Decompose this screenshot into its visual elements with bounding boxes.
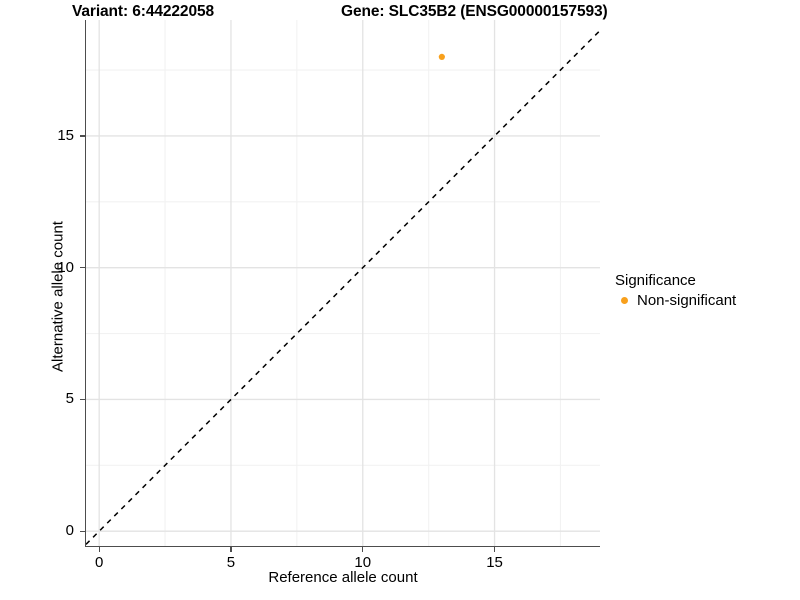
y-axis-line [85,20,87,547]
x-tick-label: 5 [226,554,236,571]
legend-dot [620,297,628,304]
x-tick-mark [493,547,496,552]
x-tick-mark [230,547,232,552]
gene-title: Gene: SLC35B2 (ENSG00000157593) [341,3,608,20]
y-tick-mark [80,530,85,532]
x-axis-line [86,546,600,548]
variant-title: Variant: 6:44222058 [72,3,215,20]
x-tick-label: 10 [354,554,372,571]
legend-item-label: Non-significant [637,292,737,309]
y-tick-label: 5 [65,390,74,408]
identity-reference-line [86,30,600,545]
plot-canvas [86,20,600,547]
plot-panel [86,20,600,547]
x-axis-label: Reference allele count [268,569,418,586]
legend-title: Significance [615,272,696,289]
legend-point-icon [617,294,631,308]
y-tick-label: 0 [65,522,74,540]
x-tick-label: 15 [486,554,503,571]
y-tick-mark [80,267,85,269]
y-tick-label: 15 [57,126,74,144]
chart-title-row: Variant: 6:44222058 Gene: SLC35B2 (ENSG0… [0,3,800,27]
legend-item[interactable]: Non-significant [617,292,736,309]
legend: Significance Non-significant [615,272,736,309]
x-tick-mark [98,547,100,552]
x-tick-mark [362,547,364,552]
y-tick-mark [80,135,85,137]
y-tick-label: 10 [57,258,74,276]
y-tick-mark [80,398,85,401]
legend-items: Non-significant [615,292,736,309]
x-tick-label: 0 [95,554,104,571]
data-point[interactable] [438,53,445,60]
